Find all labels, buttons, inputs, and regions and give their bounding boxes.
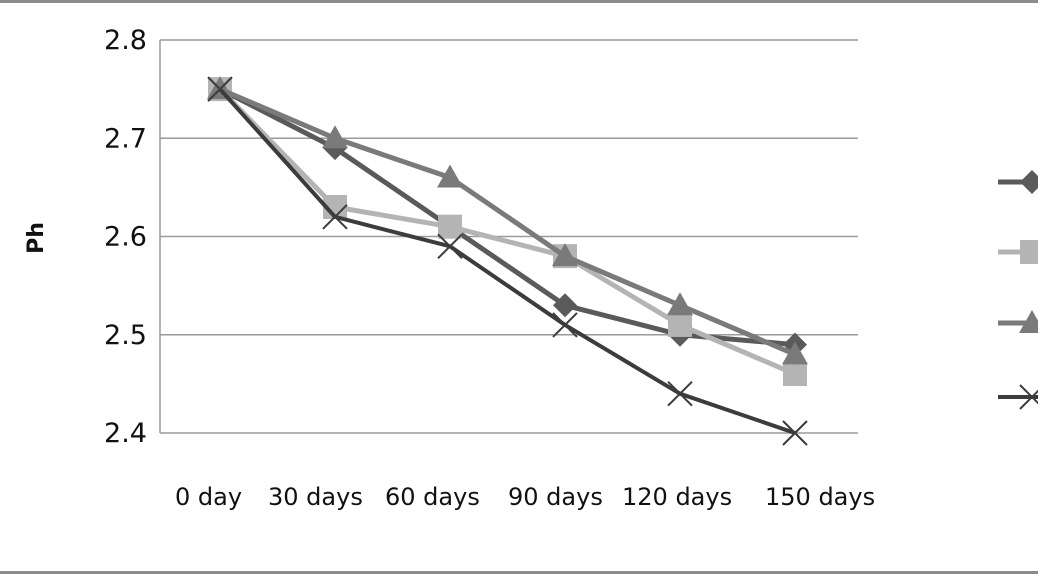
- series-line: [218, 86, 796, 348]
- data-point: [207, 76, 233, 102]
- series-line: [219, 86, 796, 357]
- frame-bottom-border: [0, 571, 1038, 574]
- y-tick-labels: 2.8 2.7 2.6 2.5 2.4: [104, 25, 147, 449]
- y-tick-label: 2.6: [104, 222, 147, 253]
- x-tick-label: 150 days: [765, 483, 875, 511]
- frame-top-border: [0, 0, 1038, 3]
- legend-entry: [998, 240, 1038, 264]
- data-point: [1019, 310, 1038, 333]
- y-tick-label: 2.7: [104, 123, 147, 154]
- y-tick-label: 2.5: [104, 320, 147, 351]
- series-3: [207, 76, 808, 365]
- data-point: [437, 233, 463, 260]
- series-line: [218, 87, 796, 435]
- y-axis-label: Ph: [24, 222, 49, 254]
- series-line: [218, 87, 796, 377]
- x-tick-label: 120 days: [622, 483, 732, 511]
- series-4: [207, 76, 808, 446]
- series-lines: [207, 76, 808, 446]
- data-point: [552, 243, 578, 267]
- data-point: [668, 312, 692, 337]
- data-point: [667, 380, 693, 407]
- data-point: [322, 204, 348, 230]
- data-point: [782, 341, 808, 365]
- legend-entry: [998, 384, 1038, 410]
- x-tick-labels: 0 day 30 days 60 days 90 days 120 days 150 da…: [175, 483, 875, 511]
- data-point: [1019, 384, 1038, 410]
- x-tick-label: 0 day: [175, 483, 242, 511]
- data-point: [553, 293, 577, 318]
- data-point: [552, 312, 578, 338]
- legend: [998, 170, 1038, 410]
- legend-entry: [998, 170, 1038, 194]
- data-point: [1020, 240, 1038, 264]
- x-tick-label: 30 days: [268, 483, 363, 511]
- x-tick-label: 90 days: [508, 483, 603, 511]
- data-point: [437, 164, 463, 188]
- data-point: [783, 362, 807, 387]
- data-point: [438, 214, 462, 239]
- y-tick-label: 2.8: [104, 25, 147, 56]
- data-point: [1020, 170, 1038, 194]
- legend-entry: [998, 310, 1038, 333]
- data-point: [667, 292, 693, 316]
- data-point: [782, 420, 808, 446]
- gridlines: [160, 39, 858, 434]
- y-tick-label: 2.4: [104, 418, 147, 449]
- data-point: [322, 125, 348, 149]
- x-tick-label: 60 days: [385, 483, 480, 511]
